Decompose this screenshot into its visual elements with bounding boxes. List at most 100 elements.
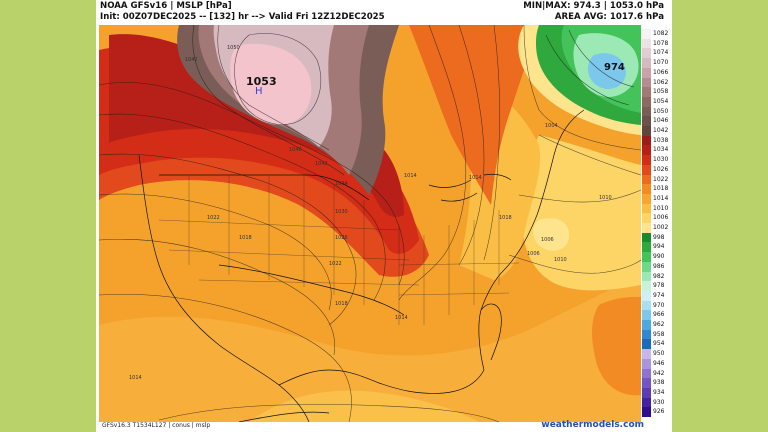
colorbar-label: 982 [653,272,665,280]
colorbar-label: 994 [653,243,665,251]
colorbar-label: 1078 [653,39,669,47]
colorbar-swatch [642,320,651,330]
colorbar-swatch [642,252,651,263]
pressure-fill-east-shoulder [409,25,539,205]
colorbar-label: 946 [653,359,665,367]
pressure-fill-gulf [249,390,479,422]
colorbar-label: 1034 [653,146,669,154]
colorbar-swatch [642,387,651,398]
colorbar-swatch [642,339,651,350]
colorbar-swatch [642,203,651,214]
area-average-readout: AREA AVG: 1017.6 hPa [554,12,664,22]
colorbar-swatch [642,106,651,117]
contour-label: 1022 [329,261,342,267]
pressure-fill-high-center [230,43,312,125]
colorbar-label: 1030 [653,156,669,164]
colorbar-swatch [642,358,651,369]
colorbar-label: 1002 [653,224,669,231]
isobar-contours [99,25,641,422]
colorbar-swatch [642,145,651,156]
contour-label: 1022 [207,215,220,221]
colorbar-swatch [642,281,651,292]
contour-label: 1010 [599,195,612,201]
colorbar-label: 1062 [653,78,669,86]
colorbar-swatch [642,300,651,311]
colorbar-label: 970 [653,301,665,309]
colorbar-swatch [642,38,651,49]
colorbar-label: 938 [653,379,665,387]
colorbar-label: 1026 [653,165,669,173]
pressure-colorbar: 1082 1078 1074 1070 1066 1062 1058 1054 1050 1046… [642,29,669,419]
colorbar-label: 990 [653,253,665,261]
colorbar-label: 1038 [653,136,669,144]
colorbar-label: 1006 [653,214,669,222]
colorbar-swatch [642,116,651,127]
mslp-map: 1053 H 974 1050 1042 1046 1042 1034 1030… [99,25,641,422]
colorbar-swatch [642,77,651,88]
colorbar-label: 1042 [653,127,669,134]
colorbar-label: 1022 [653,175,669,183]
colorbar-swatch [642,193,651,204]
contour-label: 1014 [469,175,482,181]
contour-label: 1030 [335,209,348,215]
colorbar-swatch [642,397,651,408]
colorbar-swatch [642,126,651,136]
contour-label: 1050 [227,45,240,51]
colorbar-swatch [642,174,651,185]
pressure-fill-low-core [587,53,626,90]
contour-label: 1042 [315,161,328,167]
colorbar-swatch [642,349,651,360]
pressure-fill-ridge-deep [109,34,404,217]
pressure-field-svg [99,25,641,422]
colorbar-swatch [642,242,651,253]
colorbar-label: 1058 [653,88,669,96]
colorbar-swatch [642,164,651,175]
colorbar-swatch [642,290,651,301]
contour-label: 1014 [129,375,142,381]
contour-label: 1018 [499,215,512,221]
colorbar-swatch [642,67,651,78]
colorbar-label: 958 [653,330,665,338]
colorbar-label: 934 [653,388,665,396]
colorbar-swatch [642,29,651,39]
colorbar-swatch [642,407,651,418]
colorbar-swatch [642,329,651,340]
colorbar-label: 986 [653,262,665,270]
contour-label: 1004 [545,123,558,129]
colorbar-swatch [642,232,651,243]
colorbar-swatch [642,223,651,233]
colorbar-swatch [642,96,651,107]
colorbar-label: 1010 [653,204,669,212]
colorbar-label: 1070 [653,59,669,67]
contour-label: 1006 [527,251,540,257]
colorbar-label: 1018 [653,185,669,193]
colorbar-label: 998 [653,233,665,241]
colorbar-label: 962 [653,321,665,328]
colorbar-label: 978 [653,282,665,290]
colorbar-label: 966 [653,311,665,319]
pressure-fill-atlantic-low [533,218,569,251]
colorbar-label: 926 [653,408,665,416]
model-footer: GFSv16.3 T1534L127 | conus | mslp [102,422,211,429]
source-watermark: weathermodels.com [541,420,644,430]
contour-label: 1014 [404,173,417,179]
colorbar-label: 1082 [653,30,669,37]
pressure-fill-se-blob [592,296,641,396]
pressure-fill-east-yellow [522,135,641,291]
contour-label: 1034 [335,181,348,187]
colorbar-swatch [642,310,651,321]
colorbar-label: 974 [653,291,665,299]
colorbar-swatch [642,135,651,146]
contour-label: 1006 [541,237,554,243]
colorbar-swatch [642,378,651,389]
low-pressure-value: 974 [604,62,625,73]
init-valid-time: Init: 00Z07DEC2025 -- [132] hr --> Valid… [100,12,385,22]
colorbar-swatch [642,184,651,195]
contour-label: 1042 [185,57,198,63]
colorbar-label: 930 [653,398,665,406]
chart-frame: NOAA GFSv16 | MSLP [hPa] Init: 00Z07DEC2… [96,0,672,432]
colorbar-swatch [642,87,651,98]
colorbar-label: 950 [653,350,665,358]
colorbar-swatch [642,271,651,282]
colorbar-swatch [642,213,651,224]
